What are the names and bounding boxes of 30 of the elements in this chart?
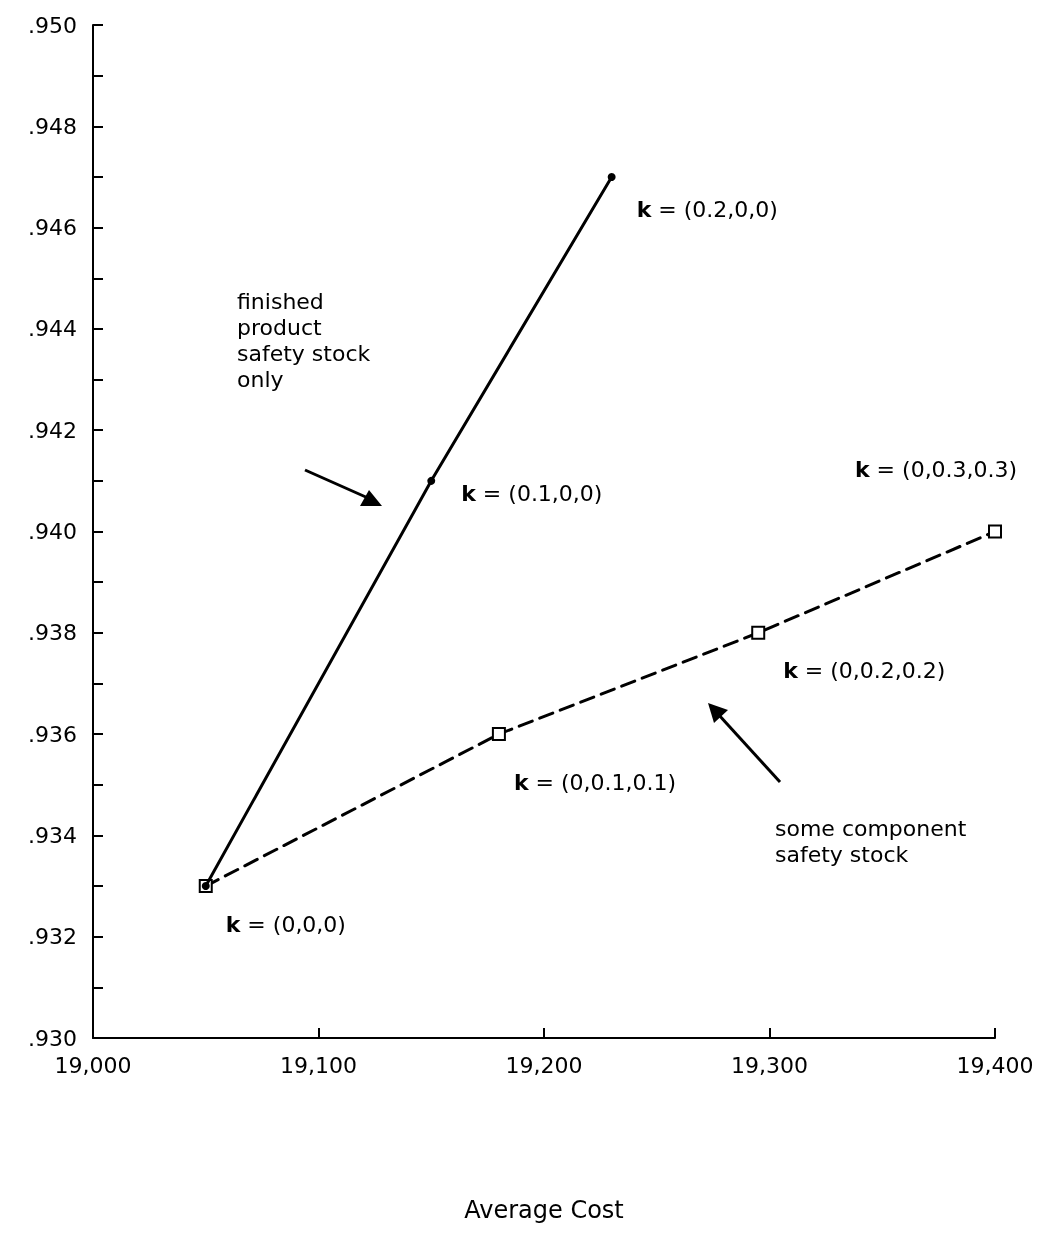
y-tick-label: .934 (28, 822, 77, 848)
annotation: some component safety stock (775, 815, 967, 867)
x-tick-label: 19,400 (956, 1052, 1034, 1078)
y-tick-label: .932 (28, 924, 77, 950)
y-tick-label: .940 (28, 519, 77, 544)
y-tick-label: .950 (28, 12, 77, 38)
annotation: finished product safety stock only (237, 288, 371, 392)
y-tick-label: .938 (28, 620, 77, 646)
annotation: k = (0.2,0,0) (636, 197, 778, 223)
point (988, 524, 1002, 539)
x-tick-label: 19,100 (280, 1052, 357, 1078)
x-tick-label: 19,000 (54, 1052, 132, 1078)
point (427, 476, 436, 485)
y-tick-label: .930 (28, 1025, 77, 1051)
y-tick-label: .948 (28, 113, 77, 139)
point (607, 172, 616, 181)
annotation: k = (0,0.3,0.3) (855, 457, 1018, 482)
y-tick-label: .944 (28, 316, 77, 342)
annotation: k = (0,0.2,0.2) (783, 658, 946, 684)
x-axis-title: Average Cost (464, 1196, 624, 1224)
annotation: k = (0.1,0,0) (461, 481, 603, 507)
annotation: k = (0,0.1,0.1) (513, 769, 677, 795)
y-tick-label: .946 (28, 215, 77, 241)
point (751, 625, 766, 640)
y-tick-label: .942 (28, 417, 77, 443)
annotation: k = (0,0,0) (225, 911, 346, 937)
y-tick-label: .936 (28, 721, 77, 747)
x-tick-label: 19,300 (731, 1052, 808, 1078)
x-tick-label: 19,200 (505, 1052, 583, 1078)
point (491, 727, 506, 742)
